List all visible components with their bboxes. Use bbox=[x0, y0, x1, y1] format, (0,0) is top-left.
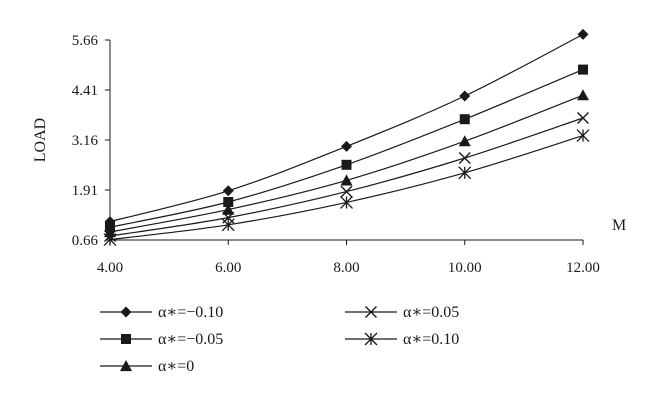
series-5-point bbox=[103, 233, 117, 247]
y-ticks: 0.66 1.91 3.16 4.41 5.66 bbox=[72, 33, 110, 249]
series-2-point bbox=[459, 114, 470, 125]
x-tick-label: 12.00 bbox=[566, 260, 600, 276]
legend-label: α∗=−0.10 bbox=[158, 304, 223, 321]
legend-label: α∗=−0.05 bbox=[158, 331, 223, 348]
legend-marker bbox=[121, 334, 131, 344]
axes bbox=[109, 40, 583, 241]
y-axis-label: LOAD bbox=[32, 118, 49, 162]
series-3-point bbox=[340, 174, 353, 186]
legend-entry: α∗=−0.05 bbox=[100, 331, 223, 348]
legend-marker bbox=[365, 306, 377, 318]
legend: α∗=−0.10 α∗=−0.05 α∗=0 α∗=0.05 α∗=0.10 bbox=[100, 304, 459, 375]
legend-label: α∗=0.10 bbox=[403, 331, 459, 348]
series-3-point bbox=[222, 203, 235, 215]
legend-entry: α∗=−0.10 bbox=[100, 304, 223, 321]
legend-label: α∗=0 bbox=[158, 358, 194, 375]
series-4-point bbox=[340, 185, 353, 198]
series-5-point bbox=[576, 129, 590, 143]
series-1-point bbox=[222, 185, 234, 197]
series-1-line bbox=[109, 33, 584, 223]
series-1 bbox=[104, 28, 589, 228]
series-5-point bbox=[221, 218, 235, 232]
x-tick-label: 6.00 bbox=[215, 260, 241, 276]
legend-marker bbox=[364, 332, 378, 346]
plot-area bbox=[103, 28, 590, 247]
x-ticks: 4.00 6.00 8.00 10.00 12.00 bbox=[97, 240, 600, 276]
legend-marker bbox=[120, 360, 132, 372]
x-axis-label: M bbox=[612, 217, 626, 234]
legend-entry: α∗=0.10 bbox=[345, 331, 459, 348]
series-2-point bbox=[341, 159, 352, 170]
series-5 bbox=[103, 129, 590, 247]
series-3-point bbox=[458, 135, 471, 147]
legend-entry: α∗=0.05 bbox=[345, 304, 459, 321]
series-1-point bbox=[341, 140, 352, 152]
series-3-point bbox=[577, 89, 589, 101]
series-4-point bbox=[577, 112, 589, 124]
series-3-point bbox=[104, 226, 116, 238]
x-tick-label: 10.00 bbox=[448, 260, 482, 276]
series-2-point bbox=[578, 64, 588, 75]
y-tick-label: 4.41 bbox=[72, 83, 98, 99]
legend-marker bbox=[120, 306, 132, 318]
y-tick-label: 1.91 bbox=[72, 183, 98, 199]
series-2-point bbox=[223, 197, 234, 207]
y-tick-label: 3.16 bbox=[72, 133, 99, 149]
series-1-point bbox=[577, 28, 589, 40]
series-4-point bbox=[458, 152, 471, 164]
x-tick-label: 8.00 bbox=[333, 260, 359, 276]
y-tick-label: 5.66 bbox=[72, 33, 99, 49]
series-3 bbox=[104, 89, 589, 238]
series-5-point bbox=[458, 166, 472, 180]
y-tick-label: 0.66 bbox=[72, 233, 99, 249]
x-tick-label: 4.00 bbox=[97, 260, 123, 276]
legend-entry: α∗=0 bbox=[100, 358, 194, 375]
series-5-point bbox=[340, 195, 353, 209]
legend-label: α∗=0.05 bbox=[403, 304, 459, 321]
series-1-point bbox=[459, 90, 471, 102]
